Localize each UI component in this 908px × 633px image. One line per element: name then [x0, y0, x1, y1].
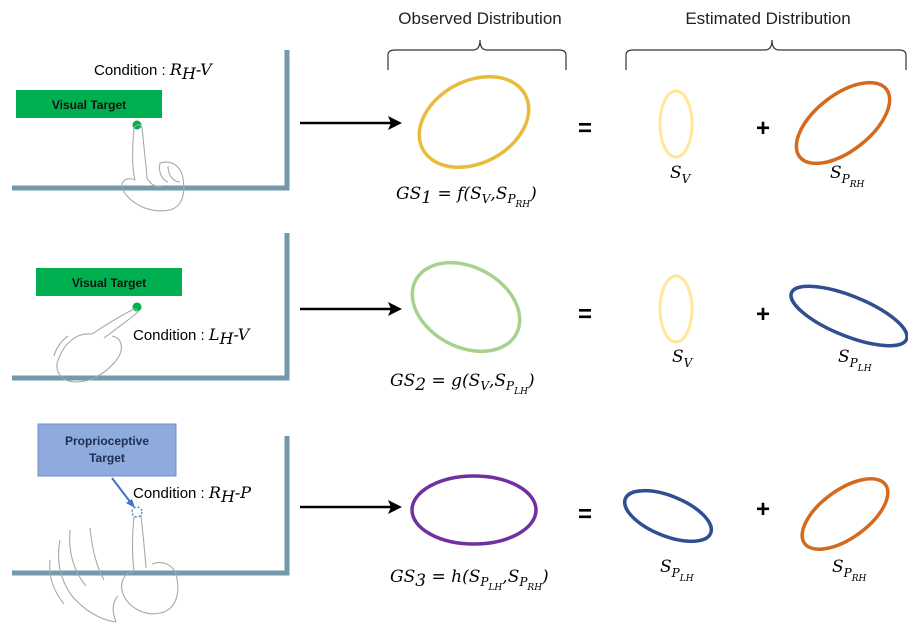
- target-dot-3: [131, 506, 143, 518]
- pointer-arrowhead: [126, 499, 135, 508]
- sp-lh-label-3: SPLH: [660, 557, 694, 584]
- sp-rh-ellipse-3: [800, 477, 890, 551]
- observed-brace: [387, 39, 567, 70]
- hand-icon-1: [121, 124, 185, 212]
- arrowhead-3: [388, 500, 402, 514]
- equals-sign-2: =: [578, 301, 592, 328]
- gs1-ellipse: [417, 74, 531, 170]
- gs2-ellipse: [410, 260, 522, 354]
- gs3-formula: GS3 = h(SPLH,SPRH): [390, 567, 549, 593]
- sv-ellipse-2: [658, 274, 694, 344]
- sv-label-1: SV: [670, 163, 692, 186]
- gs2-formula: GS2 = g(SV,SPLH): [390, 371, 535, 397]
- plus-sign-2: +: [756, 301, 770, 328]
- visual-target-box-2: [36, 268, 182, 296]
- sv-label-2: SV: [672, 347, 694, 370]
- visual-target-label-2: Visual Target: [72, 276, 146, 290]
- row-1: Condition : RH-V Visual Target = + GS1 =…: [12, 50, 892, 212]
- screen-frame-1: [12, 50, 290, 191]
- plus-sign-3: +: [756, 496, 770, 523]
- sp-rh-label-1: SPRH: [830, 163, 865, 190]
- sp-lh-ellipse-3: [622, 488, 714, 544]
- arrowhead-2: [388, 302, 402, 316]
- row-2: Visual Target Condition : LH-V = + GS2 =…: [12, 233, 908, 397]
- row-3: Proprioceptive Target Condition : RH-P =…: [12, 423, 890, 623]
- equals-sign-3: =: [578, 501, 592, 528]
- gs3-ellipse: [410, 474, 538, 546]
- visual-target-label-1: Visual Target: [52, 98, 126, 112]
- plus-sign-1: +: [756, 115, 770, 142]
- proprioceptive-target-line2: Target: [89, 451, 125, 465]
- sp-rh-ellipse-1: [794, 80, 892, 166]
- sp-rh-label-3: SPRH: [832, 557, 867, 584]
- proprioceptive-target-line1: Proprioceptive: [65, 434, 149, 448]
- hand-icon-2: [53, 308, 139, 383]
- sv-ellipse-1: [658, 89, 694, 159]
- pointer-arrow: [111, 477, 132, 504]
- proprioceptive-target-box: [37, 423, 177, 477]
- condition-label-3: Condition : RH-P: [133, 483, 251, 506]
- estimated-brace: [625, 39, 907, 70]
- screen-frame-3: [12, 436, 290, 576]
- condition-label-2: Condition : LH-V: [133, 325, 251, 348]
- condition-label-1: Condition : RH-V: [94, 60, 213, 83]
- hands-icon-3: [49, 514, 179, 623]
- visual-target-box-1: [16, 90, 162, 118]
- sp-lh-label-2: SPLH: [838, 347, 872, 374]
- equals-sign-1: =: [578, 115, 592, 142]
- gs1-formula: GS1 = f(SV,SPRH): [396, 184, 537, 210]
- estimated-distribution-header: Estimated Distribution: [685, 9, 850, 28]
- observed-distribution-header: Observed Distribution: [398, 9, 561, 28]
- sp-lh-ellipse-2: [789, 284, 908, 348]
- arrowhead-1: [388, 116, 402, 130]
- screen-frame-2: [12, 233, 290, 381]
